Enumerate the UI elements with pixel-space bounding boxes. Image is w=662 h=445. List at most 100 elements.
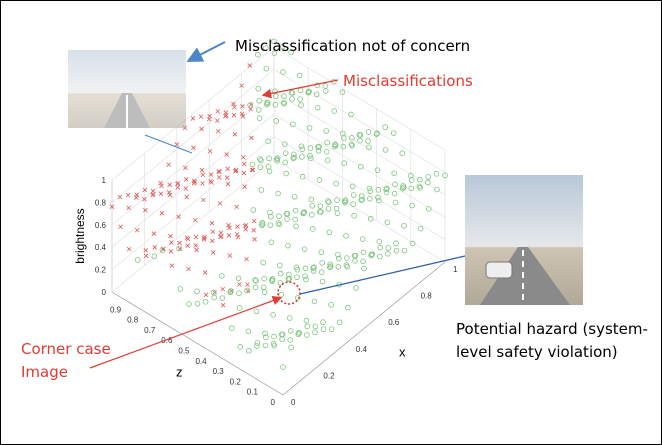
point-correct [246,348,251,353]
point-misclassified [235,205,239,209]
point-misclassified [178,241,182,245]
point-misclassified [217,175,221,179]
point-correct [325,158,330,163]
point-correct [319,270,324,275]
annotation: level safety violation) [456,343,618,361]
point-correct [257,98,262,103]
point-correct [304,277,309,282]
point-misclassified [127,247,131,251]
point-correct [278,271,283,276]
point-correct [377,239,382,244]
point-misclassified [224,111,228,115]
point-misclassified [226,182,230,186]
point-correct [337,320,342,325]
point-correct [297,73,302,78]
point-correct [229,326,234,331]
axis-label: brightness [73,208,87,263]
point-correct [238,344,243,349]
point-correct [259,188,264,193]
point-correct [323,84,328,89]
point-correct [329,302,334,307]
point-correct [367,196,372,201]
point-correct [385,220,390,225]
grid-line [112,159,274,292]
point-misclassified [210,221,214,225]
annotation: Misclassification not of concern [235,37,470,55]
point-misclassified [241,104,245,108]
point-misclassified [135,228,139,232]
point-correct [281,70,286,75]
point-correct [378,245,383,250]
point-correct [219,273,224,278]
tick-label: 0.6 [388,318,400,327]
point-misclassified [127,206,131,210]
point-correct [300,155,305,160]
point-correct [300,147,305,152]
point-correct [320,279,325,284]
annotation: Image [21,363,68,381]
point-misclassified [216,109,220,113]
point-correct [326,199,331,204]
tick-label: 1 [453,265,458,274]
point-correct [237,306,242,311]
point-misclassified [227,233,231,237]
point-misclassified [245,257,249,261]
point-misclassified [253,237,257,241]
connector [300,256,465,294]
point-correct [435,187,440,192]
point-correct [261,285,266,290]
point-correct [323,89,328,94]
point-correct [354,286,359,291]
point-correct [361,259,366,264]
point-correct [315,105,320,110]
point-correct [303,274,308,279]
point-misclassified [183,166,187,170]
figure: 00.20.40.60.8100.10.20.30.40.50.60.70.80… [0,0,662,445]
tick-label: 0 [102,288,107,297]
point-correct [278,280,283,285]
arrow [190,42,225,60]
point-misclassified [245,283,249,287]
point-correct [336,264,341,269]
tick-label: 0.2 [230,377,242,386]
tick-label: 0.3 [213,367,225,376]
point-correct [327,230,332,235]
point-misclassified [250,136,254,140]
point-misclassified [169,241,173,245]
connector [145,135,192,153]
point-correct [277,214,282,219]
point-misclassified [119,225,123,229]
point-correct [417,184,422,189]
point-correct [392,191,397,196]
axis-label: x [399,345,406,360]
point-correct [287,316,292,321]
point-misclassified [219,231,223,235]
point-misclassified [236,235,240,239]
point-misclassified [211,230,215,234]
point-misclassified [242,171,246,175]
point-correct [319,250,324,255]
point-correct [350,184,355,189]
point-correct [418,226,423,231]
tick-label: 0.8 [95,198,107,207]
point-correct [295,275,300,280]
point-misclassified [143,188,147,192]
point-misclassified [209,173,213,177]
point-correct [262,276,267,281]
point-correct [253,285,258,290]
point-misclassified [185,195,189,199]
point-correct [308,146,313,151]
point-misclassified [193,218,197,222]
point-correct [236,276,241,281]
point-correct [303,266,308,271]
point-misclassified [169,249,173,253]
point-correct [299,144,304,149]
point-misclassified [252,228,256,232]
point-correct [255,344,260,349]
point-correct [345,256,350,261]
point-misclassified [210,239,214,243]
point-correct [285,217,290,222]
point-correct [362,266,367,271]
point-misclassified [237,282,241,286]
point-misclassified [159,181,163,185]
